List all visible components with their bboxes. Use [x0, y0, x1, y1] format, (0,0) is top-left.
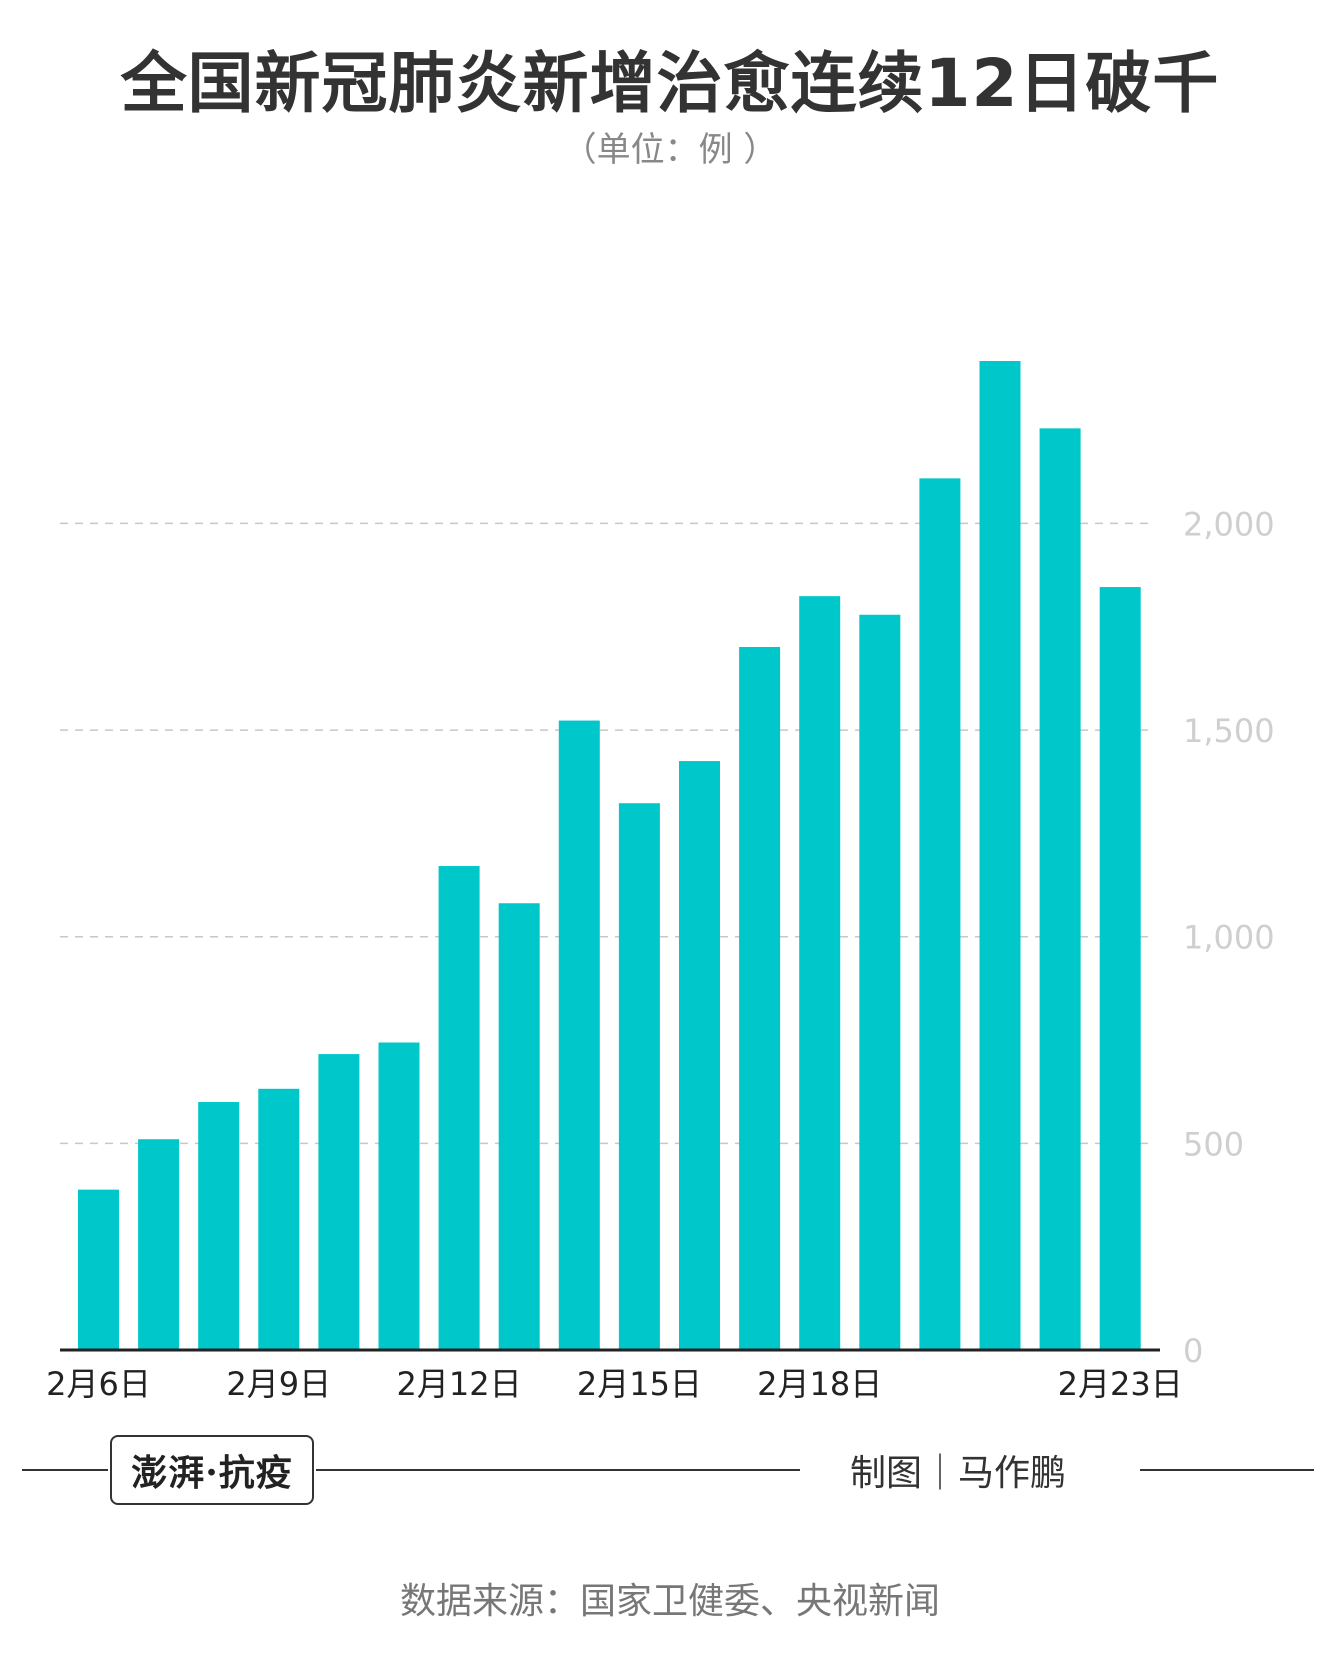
x-tick-label: 2月6日 — [46, 1365, 151, 1400]
bar — [438, 866, 480, 1350]
bar — [1099, 587, 1141, 1350]
gridlines — [60, 522, 1155, 1145]
x-tick-label: 2月18日 — [757, 1365, 882, 1400]
bar — [979, 361, 1021, 1350]
y-tick-label: 2,000 — [1183, 505, 1275, 543]
logo: 澎湃·抗疫 — [110, 1435, 314, 1505]
x-tick-label: 2月12日 — [397, 1365, 522, 1400]
footer-rule-right — [1140, 1469, 1314, 1471]
bar — [258, 1088, 300, 1350]
footer-rule-left — [22, 1469, 108, 1471]
bar — [799, 596, 841, 1350]
bar — [1039, 428, 1081, 1350]
y-tick-label: 1,000 — [1183, 919, 1275, 957]
bar — [378, 1042, 420, 1350]
y-tick-label: 1,500 — [1183, 712, 1275, 750]
bar — [198, 1102, 240, 1350]
chart-title: 全国新冠肺炎新增治愈连续12日破千 — [120, 45, 1220, 122]
bar — [558, 720, 600, 1350]
x-tick-label: 2月9日 — [226, 1365, 331, 1400]
x-axis-ticks: 2月6日 2月9日 2月12日 2月15日 2月18日 2月23日 — [46, 1365, 1183, 1400]
bar — [78, 1189, 119, 1350]
bar — [739, 646, 781, 1350]
footer-rule-middle — [316, 1469, 800, 1471]
y-axis-ticks: 0 500 1,000 1,500 2,000 — [1183, 505, 1275, 1370]
bars — [78, 361, 1141, 1350]
bar — [618, 803, 660, 1350]
y-tick-label: 0 — [1183, 1332, 1203, 1370]
bar — [859, 614, 901, 1350]
bar — [498, 903, 540, 1350]
data-source: 数据来源：国家卫健委、央视新闻 — [399, 1581, 940, 1622]
bar — [919, 478, 961, 1350]
chart-subtitle: （单位：例 ） — [562, 130, 778, 170]
bar — [679, 761, 720, 1350]
x-tick-label: 2月23日 — [1058, 1365, 1183, 1400]
chart-credit: 制图｜马作鹏 — [850, 1453, 1067, 1494]
y-tick-label: 500 — [1183, 1125, 1244, 1163]
bar — [318, 1054, 360, 1350]
x-tick-label: 2月15日 — [577, 1365, 702, 1400]
bar — [138, 1139, 180, 1350]
